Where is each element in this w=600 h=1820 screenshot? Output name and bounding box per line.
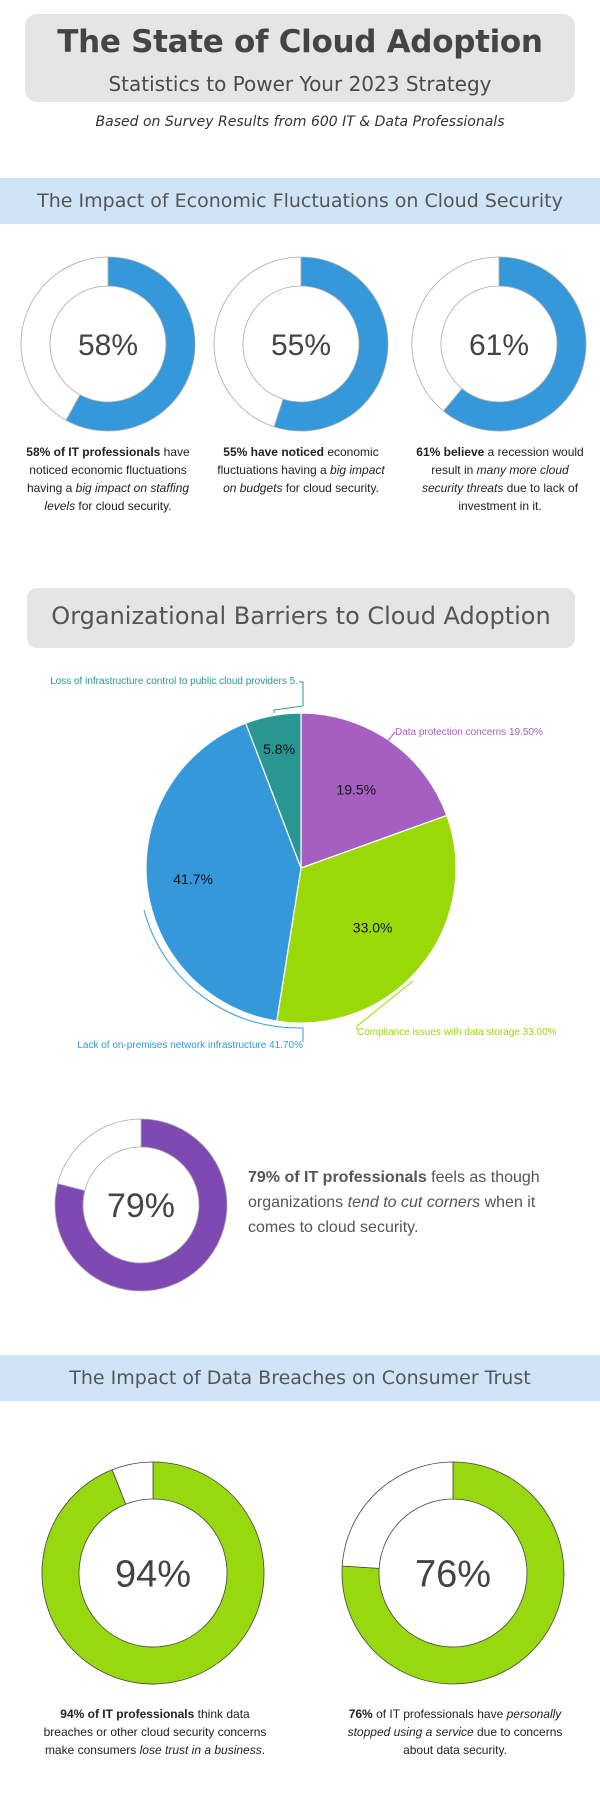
caption-94: 94% of IT professionals think data breac… — [40, 1705, 270, 1759]
pie-callout-line-data-protection — [385, 731, 396, 744]
pie-value-label-on-premises: 41.7% — [173, 871, 213, 887]
pie-callout-line-on-premises — [143, 909, 304, 1042]
pie-slice-compliance — [276, 814, 457, 1024]
donut-94: 94% — [41, 1461, 265, 1685]
pie-callout-label-on-premises: Lack of on-premises network infrastructu… — [77, 1040, 303, 1051]
pie-callout-label-compliance: Compliance issues with data storage 33.0… — [357, 1027, 557, 1038]
donut-55: 55% — [213, 256, 389, 432]
donut-58: 58% — [20, 256, 196, 432]
caption-55-italic: big impact on budgets — [223, 463, 385, 495]
donut-value-arc — [54, 1118, 228, 1292]
breaches-donuts: 94% 76% — [41, 1461, 565, 1685]
donut-79: 79% — [54, 1118, 228, 1292]
survey-byline: Based on Survey Results from 600 IT & Da… — [95, 114, 505, 130]
barriers-pie-chart: 19.5% 33.0% 41.7% 5.8% Data protection conce… — [50, 676, 557, 1051]
caption-55-end: for cloud security. — [282, 481, 379, 495]
donut-center-label: 79% — [107, 1187, 175, 1225]
caption-76: 76% of IT professionals have personally … — [335, 1705, 575, 1759]
section-title-barriers: Organizational Barriers to Cloud Adoptio… — [51, 602, 551, 630]
caption-79-italic: tend to cut corners — [347, 1194, 481, 1211]
caption-76-end: due to concerns about data security. — [403, 1725, 563, 1757]
caption-94-italic: lose trust in a business — [139, 1743, 262, 1757]
donut-value-arc — [442, 256, 587, 432]
caption-94-end: . — [261, 1743, 266, 1757]
title-banner — [25, 14, 575, 102]
corners-donut-wrap: 79% — [54, 1118, 228, 1292]
donut-remainder-arc — [20, 256, 109, 421]
caption-58-italic: big impact on staffing levels — [44, 481, 190, 513]
caption-58-text: have noticed economic fluctuations havin… — [26, 445, 190, 495]
caption-58-end: for cloud security. — [75, 499, 172, 513]
caption-55: 55% have noticed economic fluctuations h… — [211, 443, 391, 497]
caption-61-text: a recession would result in — [431, 445, 584, 477]
caption-58: 58% of IT professionals have noticed eco… — [18, 443, 198, 515]
donut-center-label: 55% — [271, 329, 331, 362]
donut-value-arc — [341, 1461, 565, 1685]
section-band-economic — [0, 178, 600, 224]
caption-76-italic: personally stopped using a service — [347, 1707, 562, 1739]
pie-callout-label-data-protection: Data protection concerns 19.50% — [395, 727, 543, 738]
pie-slice-data-protection — [300, 712, 448, 869]
donut-remainder-arc — [57, 1118, 142, 1192]
caption-76-text: of IT professionals have — [372, 1707, 507, 1721]
pie-labels: 19.5% 33.0% 41.7% 5.8% Data protection conce… — [50, 676, 557, 1051]
section-title-breaches: The Impact of Data Breaches on Consumer … — [69, 1367, 531, 1389]
donut-value-arc — [41, 1461, 265, 1685]
pie-value-label-compliance: 33.0% — [353, 919, 393, 935]
pie-slice-on-premises — [145, 722, 302, 1022]
donut-61: 61% — [411, 256, 587, 432]
economic-donuts: 58% 55% 61% — [20, 256, 587, 432]
caption-55-bold: 55% have noticed — [223, 445, 324, 459]
caption-76-bold: 76% — [348, 1707, 373, 1721]
caption-94-bold: 94% of IT professionals — [60, 1707, 195, 1721]
caption-79-end: when it comes to cloud security. — [248, 1194, 536, 1236]
page-subtitle: Statistics to Power Your 2023 Strategy — [108, 72, 492, 96]
donut-center-label: 58% — [78, 329, 138, 362]
pie-value-label-loss-of-control: 5.8% — [263, 741, 295, 757]
caption-58-bold: 58% of IT professionals — [26, 445, 161, 459]
donut-center-label: 94% — [115, 1554, 191, 1596]
section-box-barriers — [27, 588, 575, 648]
pie-callout-line-loss-of-control — [273, 681, 304, 713]
caption-61: 61% believe a recession would result in … — [410, 443, 590, 515]
caption-79: 79% of IT professionals feels as though … — [248, 1165, 578, 1240]
donut-remainder-arc — [411, 256, 500, 412]
donut-value-arc — [65, 256, 196, 432]
pie-slices — [145, 712, 457, 1024]
caption-79-bold: 79% of IT professionals — [248, 1169, 427, 1186]
donut-remainder-arc — [341, 1461, 454, 1569]
section-band-breaches — [0, 1355, 600, 1401]
donut-remainder-arc — [213, 256, 302, 428]
caption-61-bold: 61% believe — [416, 445, 485, 459]
section-title-economic: The Impact of Economic Fluctuations on C… — [37, 190, 563, 212]
pie-value-label-data-protection: 19.5% — [336, 781, 376, 797]
caption-79-text: feels as though organizations — [248, 1169, 540, 1211]
donut-center-label: 61% — [469, 329, 529, 362]
caption-61-italic: many more cloud security threats — [421, 463, 569, 495]
caption-94-text: think data breaches or other cloud secur… — [43, 1707, 267, 1757]
pie-callout-line-compliance — [356, 980, 414, 1030]
donut-76: 76% — [341, 1461, 565, 1685]
donut-value-arc — [273, 256, 389, 432]
pie-callout-label-loss-of-control: Loss of infrastructure control to public… — [50, 676, 298, 687]
donut-center-label: 76% — [415, 1554, 491, 1596]
donut-remainder-arc — [111, 1461, 154, 1505]
page-title: The State of Cloud Adoption — [57, 24, 543, 60]
caption-61-end: due to lack of investment in it. — [458, 481, 579, 513]
pie-slice-loss-of-control — [244, 712, 302, 869]
caption-55-text: economic fluctuations having a — [217, 445, 379, 477]
